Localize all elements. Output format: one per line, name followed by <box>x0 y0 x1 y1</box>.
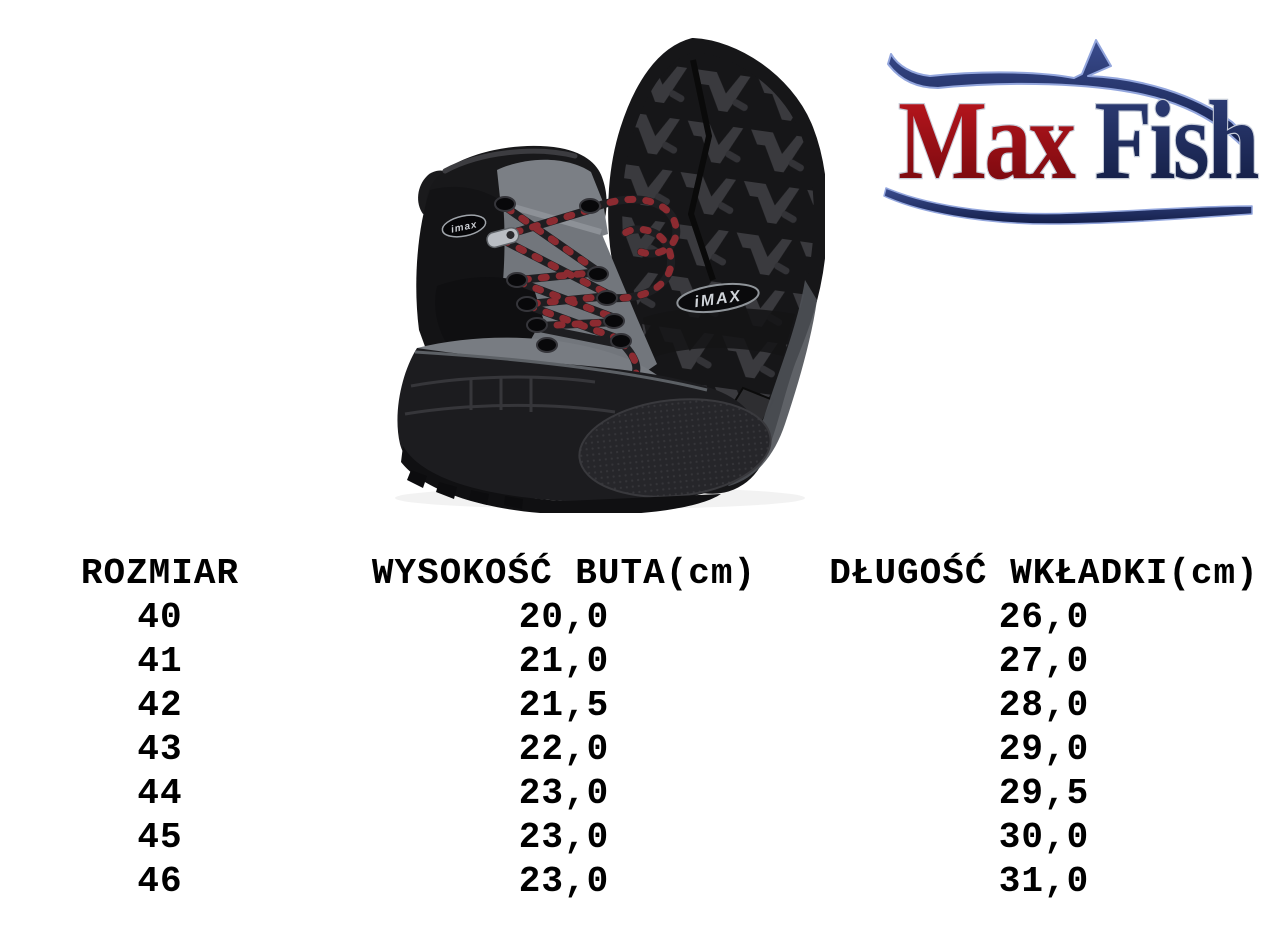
boot-height-value: 21,0 <box>518 641 610 682</box>
table-row: 42 21,5 28,0 <box>0 684 1280 728</box>
insole-length-value: 26,0 <box>998 597 1090 638</box>
upper-brand-badge: imax <box>441 214 487 238</box>
logo-text-max: Max <box>898 79 1076 202</box>
size-value: 40 <box>137 597 183 638</box>
insole-length-value: 29,0 <box>998 729 1090 770</box>
size-value: 43 <box>137 729 183 770</box>
logo-wave-swoosh-icon <box>883 187 1253 225</box>
table-row: 41 21,0 27,0 <box>0 640 1280 684</box>
boot-height-value: 23,0 <box>518 773 610 814</box>
column-header-insole-length: DŁUGOŚĆ WKŁADKI(cm) <box>829 553 1259 594</box>
insole-length-value: 31,0 <box>998 861 1090 902</box>
boot-height-value: 23,0 <box>518 861 610 902</box>
size-value: 45 <box>137 817 183 858</box>
size-table-header-row: ROZMIAR WYSOKOŚĆ BUTA(cm) DŁUGOŚĆ WKŁADK… <box>0 552 1280 596</box>
shell-grooves <box>404 375 616 416</box>
insole-length-value: 30,0 <box>998 817 1090 858</box>
logo-text-fish: Fish <box>1094 79 1258 202</box>
size-value: 44 <box>137 773 183 814</box>
boot-height-value: 21,5 <box>518 685 610 726</box>
eyelets <box>486 196 632 353</box>
sole-brand-badge: iMAX <box>676 282 760 314</box>
table-row: 46 23,0 31,0 <box>0 860 1280 904</box>
table-row: 44 23,0 29,5 <box>0 772 1280 816</box>
svg-text:Max Fish: Max Fish <box>898 79 1258 202</box>
standing-boot: imax <box>397 145 772 513</box>
table-row: 45 23,0 30,0 <box>0 816 1280 860</box>
column-header-boot-height: WYSOKOŚĆ BUTA(cm) <box>371 553 757 594</box>
insole-length-value: 29,5 <box>998 773 1090 814</box>
insole-length-value: 27,0 <box>998 641 1090 682</box>
upper-brand-text: imax <box>450 219 478 235</box>
toe-cap <box>578 398 772 498</box>
sole-brand-text: iMAX <box>693 288 743 312</box>
insole-length-value: 28,0 <box>998 685 1090 726</box>
metal-lace-hook <box>486 226 520 249</box>
table-row: 40 20,0 26,0 <box>0 596 1280 640</box>
size-table: ROZMIAR WYSOKOŚĆ BUTA(cm) DŁUGOŚĆ WKŁADK… <box>0 552 1280 904</box>
column-header-size: ROZMIAR <box>80 553 240 594</box>
boot-height-value: 22,0 <box>518 729 610 770</box>
outsole-teeth <box>407 470 523 509</box>
table-row: 43 22,0 29,0 <box>0 728 1280 772</box>
boot-height-value: 20,0 <box>518 597 610 638</box>
size-value: 41 <box>137 641 183 682</box>
boot-height-value: 23,0 <box>518 817 610 858</box>
size-value: 46 <box>137 861 183 902</box>
size-value: 42 <box>137 685 183 726</box>
logo-fish-swoosh-icon <box>887 39 1251 147</box>
brand-logo: Max Fish <box>883 39 1262 225</box>
boot-product-photo: iMAX imax <box>395 37 825 513</box>
